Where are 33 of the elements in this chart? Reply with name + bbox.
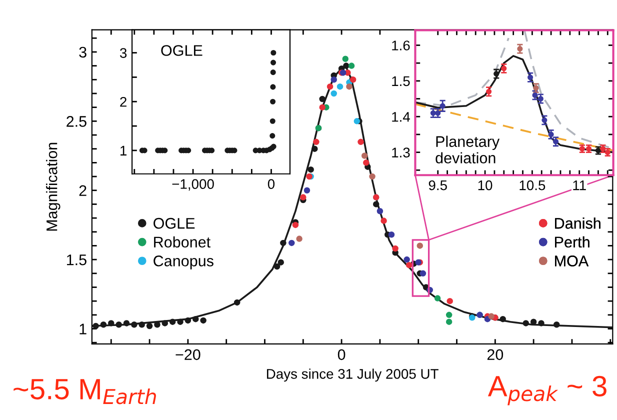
y-axis-title: Magnification — [46, 142, 60, 231]
x-tick-label: 10 — [478, 180, 492, 190]
y-tick-label: 1 — [80, 324, 86, 334]
x-tick-label: 0 — [338, 349, 346, 360]
y-tick-label: 2 — [79, 185, 86, 196]
y-tick-label: 1.4 — [392, 112, 410, 122]
x-tick-label: 11 — [573, 180, 586, 190]
y-tick-label: 1 — [120, 146, 126, 156]
x-tick-label: 10.5 — [520, 180, 546, 190]
y-tick-label: 2 — [120, 96, 126, 107]
y-tick-label: 2.5 — [66, 116, 86, 127]
x-axis-title: Days since 31 July 2005 UT — [266, 368, 438, 382]
y-tick-label: 1.5 — [392, 76, 410, 86]
annotation: Planetary deviation — [436, 136, 500, 164]
legend-label: Canopus — [154, 256, 214, 270]
x-tick-label: 20 — [487, 349, 504, 360]
y-tick-label: 1.5 — [67, 254, 86, 266]
y-tick-label: 1.6 — [392, 40, 410, 50]
x-tick-label: −1,000 — [172, 179, 214, 191]
text: A$_{peak}$ ~ 3 — [488, 376, 606, 406]
y-tick-label: 1.3 — [392, 148, 410, 158]
text: OGLE — [161, 45, 202, 56]
x-tick-label: −20 — [176, 349, 200, 360]
legend-label: Danish — [555, 218, 600, 229]
x-tick-label: 9.5 — [428, 180, 447, 190]
legend-label: Perth — [555, 236, 590, 248]
legend-label: MOA — [555, 256, 589, 266]
legend-label: OGLE — [154, 218, 195, 229]
text: ~5.5 M$_{Earth}$ — [14, 379, 156, 404]
y-tick-label: 3 — [79, 46, 86, 58]
legend-label: Robonet — [154, 236, 210, 248]
y-tick-label: 3 — [120, 48, 127, 58]
x-tick-label: 0 — [268, 179, 275, 189]
